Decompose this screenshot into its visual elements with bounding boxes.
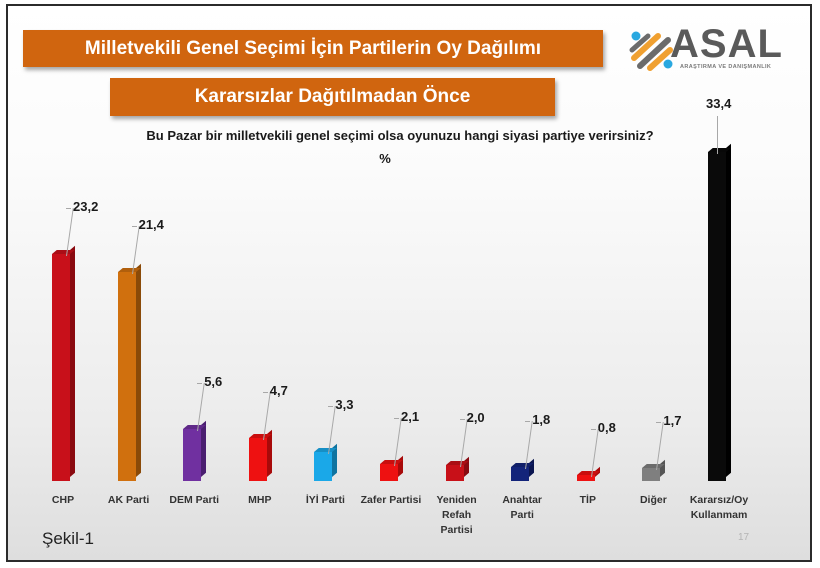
category-label-line: Diğer [639, 494, 667, 506]
bar-zafer-partisi [380, 455, 403, 481]
value-label-kararsiz-oy-kullanmam: 33,4 [706, 96, 732, 112]
category-label-line: Partisi [440, 524, 473, 536]
category-label-anahtar-parti: Anahtar Parti [482, 493, 562, 523]
bar-kararsiz-oy-kullanmam [708, 144, 731, 481]
category-label-mhp: MHP [220, 493, 300, 508]
leader-line-h [525, 421, 531, 423]
leader-line-h [131, 225, 137, 227]
value-label-mhp: 4,7 [269, 383, 288, 399]
value-label-ak-parti: 21,4 [138, 216, 164, 232]
bar-front [380, 464, 398, 481]
category-label-dem-parti: DEM Parti [154, 493, 234, 508]
bar-front [183, 429, 202, 481]
bar-anahtar-parti [511, 458, 535, 481]
bar-i-yi-parti [314, 443, 338, 481]
category-label-line: CHP [51, 494, 75, 506]
category-label-line: Zafer Partisi [360, 494, 422, 506]
category-label-diger: Diğer [613, 493, 693, 508]
category-label-line: Refah [442, 509, 472, 521]
unit-label: % [379, 151, 391, 166]
category-label-i-yi-parti: İYİ Parti [285, 493, 365, 508]
category-label-line: DEM Parti [169, 494, 219, 506]
value-label-anahtar-parti: 1,8 [532, 412, 551, 428]
category-label-kararsiz-oy-kullanmam: Kararsız/Oy Kullanmam [679, 493, 759, 523]
bar-diger [642, 459, 666, 481]
category-label-line: MHP [248, 494, 272, 506]
bar-side [463, 456, 469, 477]
category-label-line: AK Parti [107, 494, 150, 506]
survey-question: Bu Pazar bir milletvekili genel seçimi o… [146, 128, 654, 143]
category-label-line: Yeniden [436, 494, 477, 506]
category-label-ti-p: TİP [548, 493, 628, 508]
bar-side [529, 458, 535, 477]
bar-front [314, 452, 333, 481]
logo-wordmark: ASAL [670, 22, 783, 66]
leader-line-h [262, 392, 268, 394]
category-label-line: Kararsız/Oy [689, 494, 749, 506]
category-label-line: Kullanmam [690, 509, 748, 521]
chart-title-banner: Milletvekili Genel Seçimi İçin Partileri… [23, 30, 603, 67]
value-label-zafer-partisi: 2,1 [401, 409, 420, 425]
bar-dem-parti [183, 421, 207, 481]
category-label-line: Anahtar [502, 494, 543, 506]
asal-logo: ASAL ARAŞTIRMA VE DANIŞMANLIK [628, 22, 782, 74]
bar-mhp [248, 429, 272, 481]
leader-line-h [656, 422, 662, 424]
bar-yeniden-refah-partisi [445, 456, 469, 481]
bar-side [726, 144, 731, 477]
leader-line-h [459, 419, 465, 421]
bar-chp [52, 245, 75, 481]
bar-ti-p [576, 466, 600, 481]
page-number: 17 [738, 532, 750, 543]
bar-side [135, 263, 141, 477]
bar-front [248, 438, 267, 481]
category-label-line: TİP [579, 494, 596, 506]
figure-label: Şekil-1 [42, 529, 94, 548]
bar-side [201, 421, 207, 477]
leader-line-h [394, 418, 399, 420]
bar-front [117, 271, 136, 481]
category-label-line: İYİ Parti [305, 494, 345, 506]
value-label-i-yi-parti: 3,3 [335, 397, 354, 413]
bar-front [708, 152, 726, 481]
value-label-diger: 1,7 [663, 413, 682, 429]
chart-title: Milletvekili Genel Seçimi İçin Partileri… [84, 37, 542, 59]
bar-ak-parti [117, 263, 141, 481]
bar-front [511, 467, 530, 481]
chart-subtitle: Kararsızlar Dağıtılmadan Önce [194, 86, 471, 107]
category-label-chp: CHP [23, 493, 103, 508]
logo-tagline: ARAŞTIRMA VE DANIŞMANLIK [680, 64, 772, 70]
leader-line-h [66, 207, 71, 209]
asal-logo-icon [629, 31, 673, 71]
value-label-chp: 23,2 [73, 198, 99, 214]
category-label-line: Parti [510, 509, 534, 521]
category-label-ak-parti: AK Parti [89, 493, 169, 508]
bar-side [70, 245, 75, 477]
bar-front [52, 253, 70, 481]
leader-line [717, 116, 718, 155]
category-label-yeniden-refah-partisi: Yeniden Refah Partisi [417, 493, 497, 538]
leader-line-h [328, 406, 334, 408]
value-label-dem-parti: 5,6 [204, 374, 223, 390]
bar-side [660, 459, 666, 477]
leader-line-h [590, 429, 596, 430]
category-label-zafer-partisi: Zafer Partisi [351, 493, 431, 508]
bar-front [642, 468, 661, 481]
leader-line-h [197, 383, 203, 385]
value-label-ti-p: 0,8 [597, 420, 616, 435]
chart-subtitle-banner: Kararsızlar Dağıtılmadan Önce [110, 78, 555, 116]
value-label-yeniden-refah-partisi: 2,0 [466, 410, 485, 426]
bar-front [445, 465, 464, 481]
bar-front [576, 475, 595, 481]
